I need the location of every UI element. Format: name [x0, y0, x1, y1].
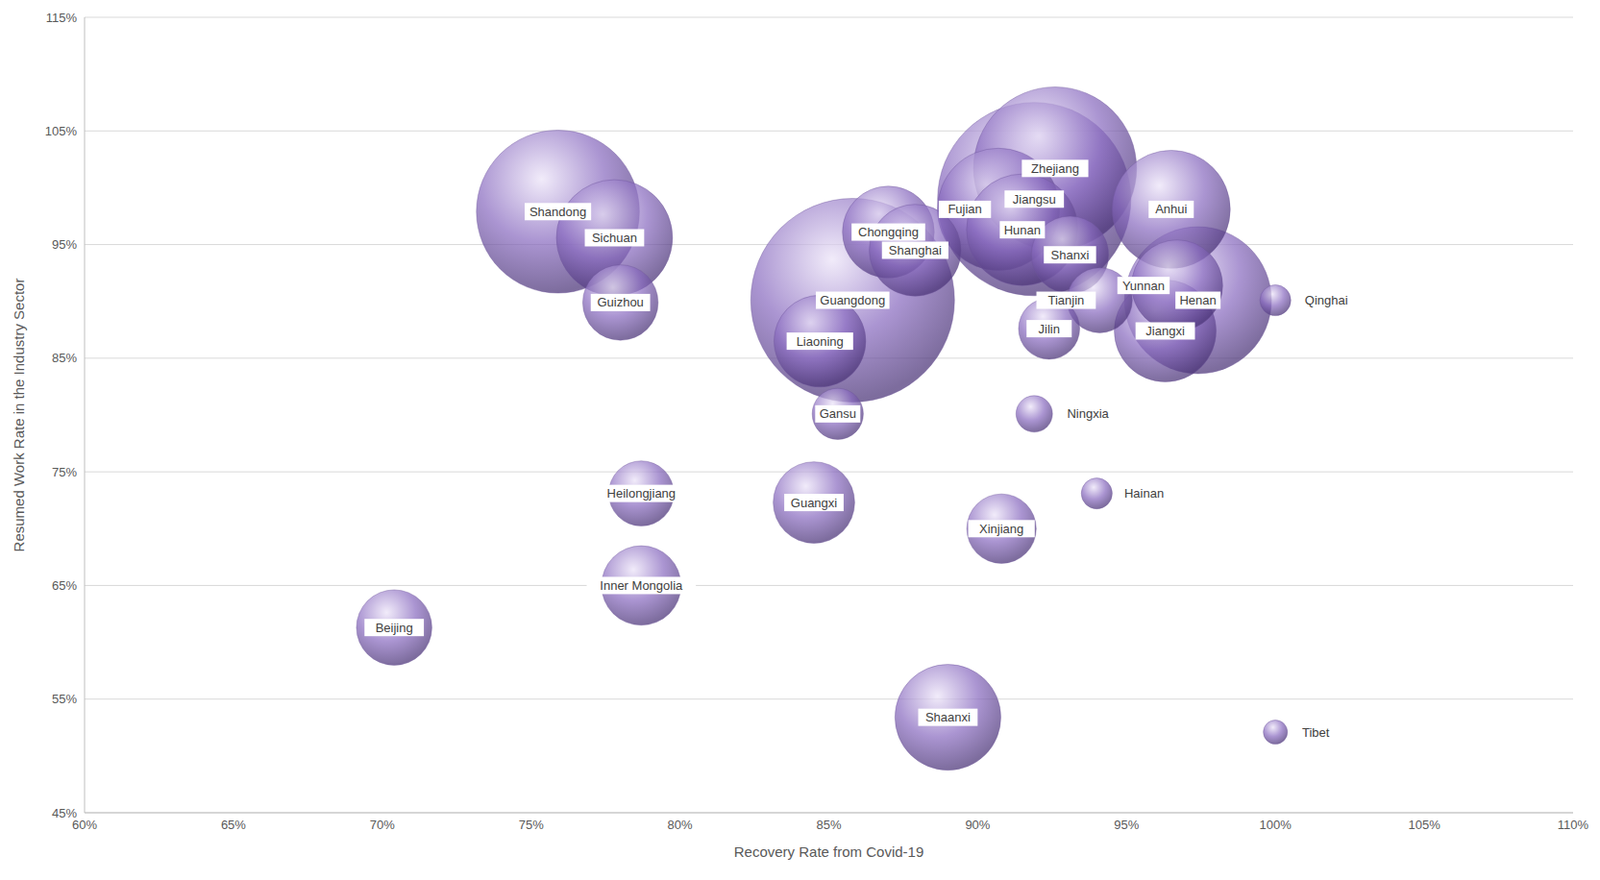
svg-text:Yunnan: Yunnan: [1122, 278, 1165, 294]
svg-text:Shaanxi: Shaanxi: [925, 710, 971, 725]
svg-text:Shanghai: Shanghai: [888, 243, 942, 258]
svg-text:85%: 85%: [51, 350, 77, 366]
svg-text:Xinjiang: Xinjiang: [979, 521, 1024, 537]
svg-text:Henan: Henan: [1179, 293, 1216, 308]
svg-text:Ningxia: Ningxia: [1066, 406, 1109, 421]
svg-text:Anhui: Anhui: [1155, 201, 1187, 217]
svg-text:110%: 110%: [1557, 817, 1590, 833]
svg-text:Guangxi: Guangxi: [790, 495, 838, 511]
svg-text:Gansu: Gansu: [819, 406, 857, 421]
svg-text:Heilongjiang: Heilongjiang: [607, 486, 677, 501]
svg-text:90%: 90%: [964, 817, 990, 833]
svg-text:Tianjin: Tianjin: [1048, 293, 1085, 308]
svg-text:Chongqing: Chongqing: [858, 224, 919, 240]
svg-text:Jiangsu: Jiangsu: [1012, 192, 1057, 207]
svg-text:85%: 85%: [815, 817, 841, 833]
svg-text:Jiangxi: Jiangxi: [1145, 323, 1185, 339]
svg-text:80%: 80%: [667, 817, 693, 833]
svg-text:Hunan: Hunan: [1004, 222, 1041, 238]
svg-text:Guizhou: Guizhou: [596, 295, 643, 310]
svg-text:100%: 100%: [1259, 817, 1293, 833]
svg-text:Fujian: Fujian: [947, 201, 982, 217]
svg-text:Liaoning: Liaoning: [796, 334, 844, 349]
svg-text:Sichuan: Sichuan: [591, 230, 638, 246]
svg-text:95%: 95%: [1113, 817, 1139, 833]
svg-text:Hainan: Hainan: [1124, 486, 1164, 501]
svg-text:105%: 105%: [45, 123, 78, 139]
svg-text:75%: 75%: [51, 465, 77, 480]
svg-text:75%: 75%: [518, 817, 544, 833]
svg-text:Guangdong: Guangdong: [819, 293, 886, 308]
svg-text:55%: 55%: [51, 691, 77, 707]
svg-text:Jilin: Jilin: [1038, 321, 1060, 337]
svg-text:70%: 70%: [369, 817, 395, 833]
svg-text:Beijing: Beijing: [375, 620, 414, 636]
svg-text:Resumed Work Rate in the Indus: Resumed Work Rate in the Industry Sector: [10, 278, 27, 553]
svg-text:95%: 95%: [51, 237, 77, 252]
svg-text:105%: 105%: [1407, 817, 1441, 833]
svg-text:65%: 65%: [51, 578, 77, 593]
svg-text:Shanxi: Shanxi: [1051, 247, 1090, 263]
svg-text:Shandong: Shandong: [529, 204, 587, 220]
svg-text:45%: 45%: [51, 806, 77, 821]
svg-text:65%: 65%: [221, 817, 247, 833]
svg-text:Inner Mongolia: Inner Mongolia: [599, 578, 684, 593]
svg-text:115%: 115%: [46, 10, 78, 25]
svg-text:Tibet: Tibet: [1302, 725, 1330, 740]
svg-text:60%: 60%: [72, 817, 98, 833]
svg-text:Recovery Rate from Covid-19: Recovery Rate from Covid-19: [734, 843, 925, 861]
svg-text:Zhejiang: Zhejiang: [1031, 161, 1080, 176]
svg-text:Qinghai: Qinghai: [1304, 293, 1349, 308]
